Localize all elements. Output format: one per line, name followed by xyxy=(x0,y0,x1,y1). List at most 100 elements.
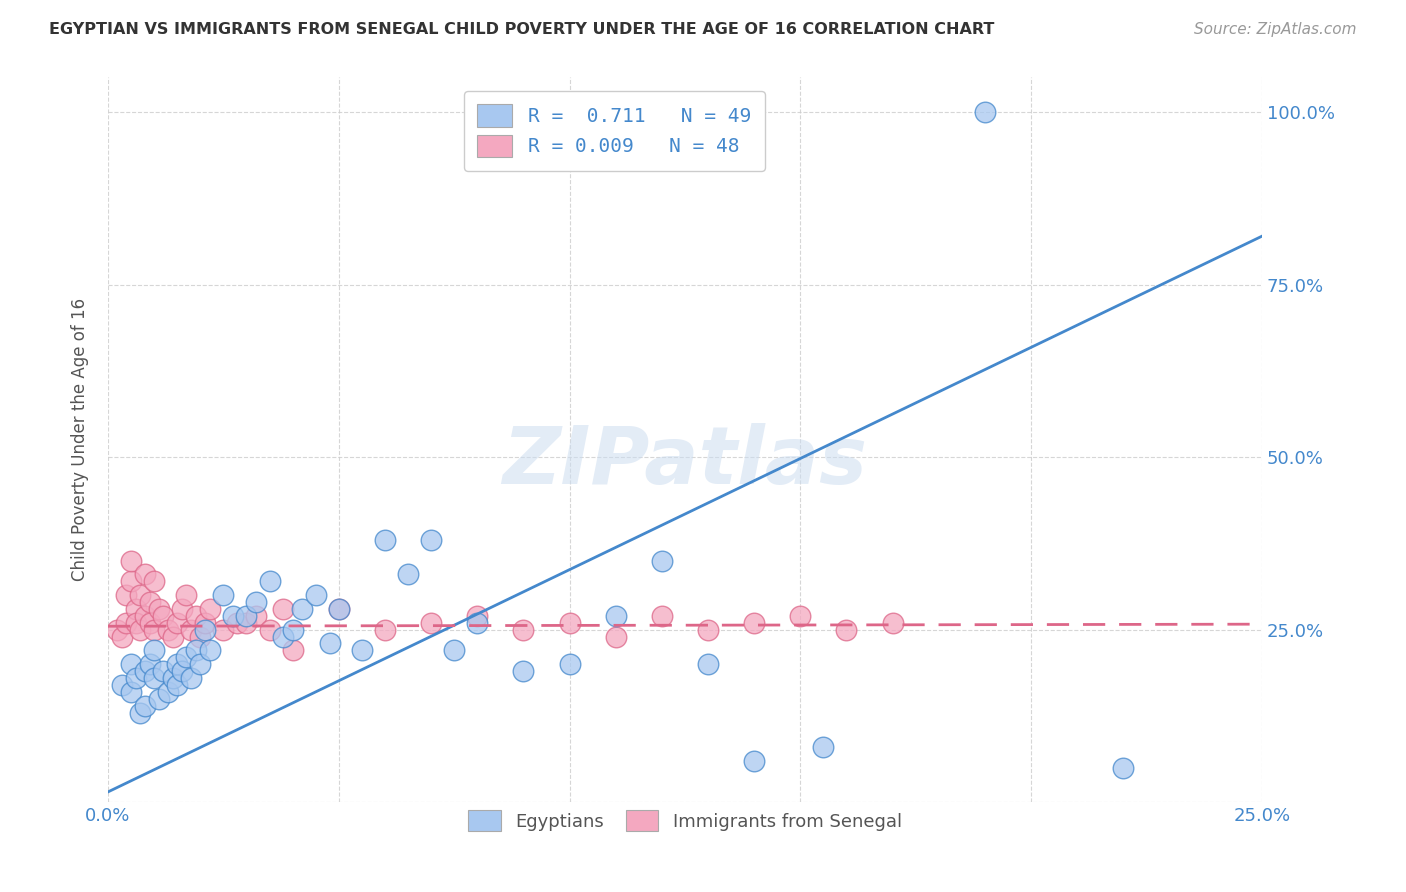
Point xyxy=(235,615,257,630)
Point xyxy=(120,685,142,699)
Point xyxy=(120,574,142,589)
Point xyxy=(835,623,858,637)
Point xyxy=(605,630,627,644)
Point xyxy=(328,602,350,616)
Point xyxy=(212,623,235,637)
Point xyxy=(512,623,534,637)
Point xyxy=(651,554,673,568)
Point xyxy=(125,671,148,685)
Point xyxy=(180,623,202,637)
Point xyxy=(170,602,193,616)
Point xyxy=(134,664,156,678)
Point xyxy=(697,623,720,637)
Point xyxy=(115,588,138,602)
Point xyxy=(143,623,166,637)
Point xyxy=(148,602,170,616)
Point xyxy=(198,602,221,616)
Point xyxy=(882,615,904,630)
Text: Source: ZipAtlas.com: Source: ZipAtlas.com xyxy=(1194,22,1357,37)
Y-axis label: Child Poverty Under the Age of 16: Child Poverty Under the Age of 16 xyxy=(72,298,89,582)
Point xyxy=(111,630,134,644)
Point xyxy=(443,643,465,657)
Point xyxy=(134,608,156,623)
Point xyxy=(420,533,443,547)
Point xyxy=(651,608,673,623)
Point xyxy=(188,630,211,644)
Point xyxy=(212,588,235,602)
Point xyxy=(134,698,156,713)
Point xyxy=(138,615,160,630)
Point xyxy=(120,657,142,672)
Point xyxy=(512,664,534,678)
Point xyxy=(148,691,170,706)
Point xyxy=(125,602,148,616)
Legend: Egyptians, Immigrants from Senegal: Egyptians, Immigrants from Senegal xyxy=(456,797,914,844)
Point xyxy=(259,623,281,637)
Point xyxy=(129,588,152,602)
Point xyxy=(245,608,267,623)
Point xyxy=(188,657,211,672)
Point xyxy=(558,615,581,630)
Point xyxy=(176,588,198,602)
Point xyxy=(789,608,811,623)
Point xyxy=(166,678,188,692)
Point xyxy=(143,671,166,685)
Point xyxy=(138,657,160,672)
Point xyxy=(170,664,193,678)
Point xyxy=(111,678,134,692)
Point xyxy=(180,671,202,685)
Point xyxy=(374,533,396,547)
Point xyxy=(235,608,257,623)
Point xyxy=(129,623,152,637)
Point xyxy=(115,615,138,630)
Point xyxy=(184,643,207,657)
Point xyxy=(420,615,443,630)
Point xyxy=(245,595,267,609)
Point xyxy=(328,602,350,616)
Point xyxy=(605,608,627,623)
Point xyxy=(374,623,396,637)
Point xyxy=(305,588,328,602)
Point xyxy=(194,623,217,637)
Point xyxy=(742,615,765,630)
Point xyxy=(194,615,217,630)
Point xyxy=(273,602,295,616)
Point xyxy=(152,664,174,678)
Point xyxy=(125,615,148,630)
Point xyxy=(166,657,188,672)
Point xyxy=(162,630,184,644)
Point xyxy=(138,595,160,609)
Point xyxy=(281,643,304,657)
Point xyxy=(291,602,314,616)
Point xyxy=(143,574,166,589)
Point xyxy=(318,636,340,650)
Text: EGYPTIAN VS IMMIGRANTS FROM SENEGAL CHILD POVERTY UNDER THE AGE OF 16 CORRELATIO: EGYPTIAN VS IMMIGRANTS FROM SENEGAL CHIL… xyxy=(49,22,994,37)
Point xyxy=(558,657,581,672)
Point xyxy=(350,643,373,657)
Point xyxy=(465,615,488,630)
Point xyxy=(120,554,142,568)
Point xyxy=(162,671,184,685)
Point xyxy=(176,650,198,665)
Point xyxy=(184,608,207,623)
Point xyxy=(156,623,179,637)
Point xyxy=(105,623,128,637)
Point xyxy=(813,739,835,754)
Point xyxy=(273,630,295,644)
Point xyxy=(221,608,243,623)
Point xyxy=(152,608,174,623)
Point xyxy=(129,706,152,720)
Point xyxy=(974,105,997,120)
Point xyxy=(742,754,765,768)
Point xyxy=(697,657,720,672)
Point xyxy=(1112,761,1135,775)
Point xyxy=(281,623,304,637)
Point xyxy=(465,608,488,623)
Point xyxy=(198,643,221,657)
Point xyxy=(259,574,281,589)
Point xyxy=(396,567,419,582)
Point xyxy=(166,615,188,630)
Point xyxy=(226,615,249,630)
Point xyxy=(143,643,166,657)
Text: ZIPatlas: ZIPatlas xyxy=(502,423,868,500)
